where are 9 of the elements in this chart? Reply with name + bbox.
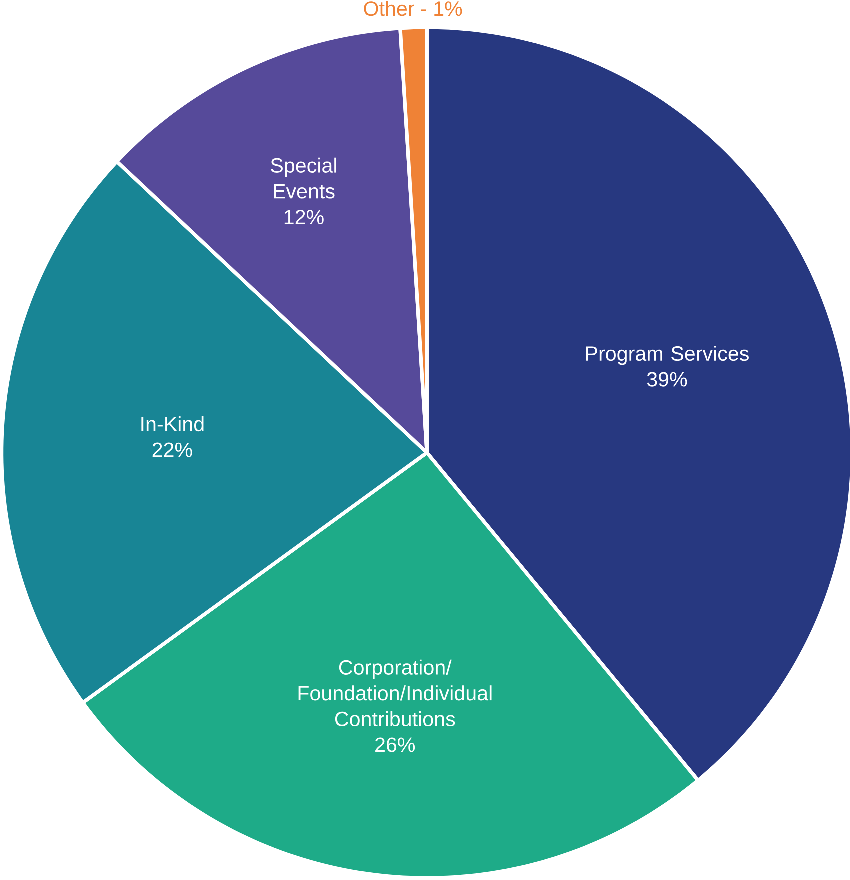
data-label: 26% xyxy=(375,738,415,752)
slice-label: Special Events xyxy=(270,158,336,199)
data-label: 22% xyxy=(152,442,192,458)
slice-label: Other - 1% xyxy=(364,1,462,16)
data-label: 39% xyxy=(647,372,687,387)
slice-label: In-Kind xyxy=(141,416,204,432)
slice-label: Corporation/ Foundation/Individual Contributions xyxy=(298,660,492,727)
data-label: 12% xyxy=(284,210,324,224)
slice-label: Program Services xyxy=(586,346,749,366)
